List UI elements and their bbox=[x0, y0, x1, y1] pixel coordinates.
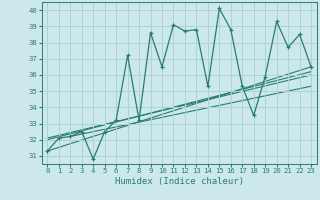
X-axis label: Humidex (Indice chaleur): Humidex (Indice chaleur) bbox=[115, 177, 244, 186]
